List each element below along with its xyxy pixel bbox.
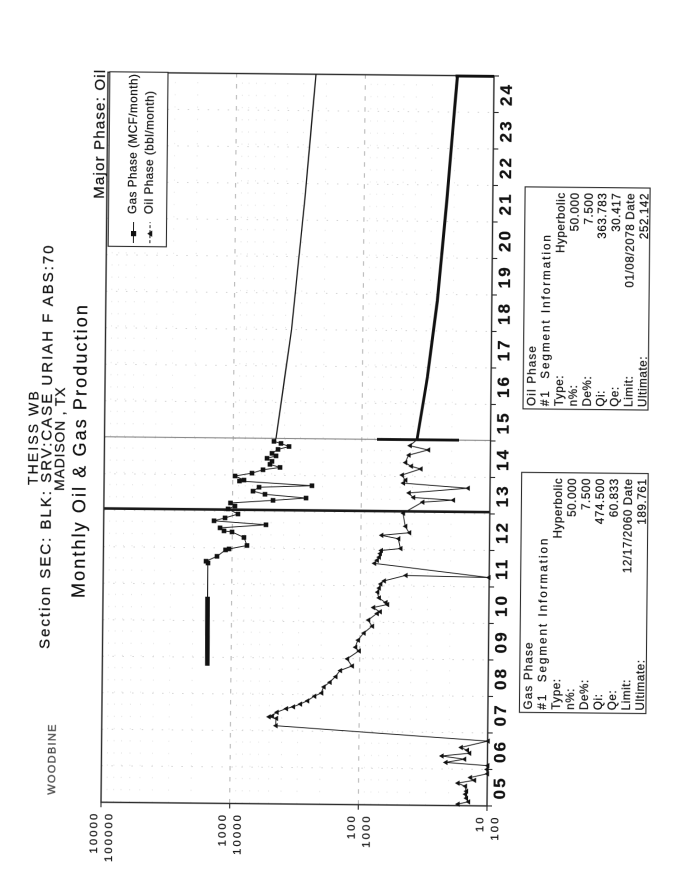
svg-text:12: 12 <box>493 521 512 544</box>
svg-text:Major Phase: Oil: Major Phase: Oil <box>91 69 109 199</box>
svg-text:7.500: 7.500 <box>582 192 595 224</box>
svg-text:11: 11 <box>492 557 511 580</box>
svg-text:474.500: 474.500 <box>594 478 607 524</box>
svg-text:18: 18 <box>495 302 514 325</box>
svg-text:Gas Phase (MCF/month): Gas Phase (MCF/month) <box>126 74 140 215</box>
svg-text:09: 09 <box>491 630 510 653</box>
svg-text:De%:: De%: <box>578 679 591 710</box>
svg-text:WOODBINE: WOODBINE <box>46 723 59 795</box>
svg-text:50.000: 50.000 <box>566 478 579 517</box>
svg-text:17: 17 <box>494 338 513 361</box>
svg-text:100: 100 <box>345 814 357 839</box>
svg-text:22: 22 <box>496 156 515 179</box>
svg-text:06: 06 <box>490 740 509 763</box>
svg-text:13: 13 <box>493 484 512 507</box>
svg-text:363.783: 363.783 <box>596 193 609 239</box>
svg-text:21: 21 <box>496 192 515 215</box>
svg-text:08: 08 <box>491 667 510 690</box>
svg-text:Oil Phase: Oil Phase <box>525 345 539 406</box>
svg-text:01/08/2078 Date: 01/08/2078 Date <box>623 193 637 288</box>
svg-text:Limit:: Limit: <box>622 375 635 406</box>
svg-text:Qe:: Qe: <box>606 690 619 711</box>
svg-text:Hyperbolic: Hyperbolic <box>554 192 568 253</box>
svg-text:07: 07 <box>491 703 510 726</box>
svg-text:1000: 1000 <box>360 814 372 848</box>
svg-text:60.833: 60.833 <box>608 478 621 517</box>
svg-text:10: 10 <box>474 815 486 832</box>
svg-text:#1 Segment Information: #1 Segment Information <box>536 537 551 710</box>
svg-text:10: 10 <box>492 594 511 617</box>
svg-text:De%:: De%: <box>581 376 594 407</box>
svg-text:Ultimate:: Ultimate: <box>636 356 649 407</box>
svg-text:Limit:: Limit: <box>620 679 633 710</box>
svg-text:20: 20 <box>495 229 514 252</box>
svg-text:252.142: 252.142 <box>638 193 651 239</box>
svg-text:23: 23 <box>496 119 515 142</box>
svg-text:Monthly Oil & Gas Production: Monthly Oil & Gas Production <box>68 303 91 598</box>
svg-text:15: 15 <box>494 411 513 434</box>
svg-text:10000: 10000 <box>88 812 100 854</box>
svg-text:Qi:: Qi: <box>592 693 605 710</box>
svg-text:100000: 100000 <box>103 812 115 862</box>
svg-text:189.761: 189.761 <box>636 478 649 524</box>
svg-text:12/17/2060 Date: 12/17/2060 Date <box>621 478 635 573</box>
svg-text:Type:: Type: <box>550 678 563 709</box>
svg-text:1000: 1000 <box>217 813 229 847</box>
svg-text:19: 19 <box>495 265 514 288</box>
svg-text:n%:: n%: <box>567 384 580 406</box>
svg-text:10000: 10000 <box>232 813 244 855</box>
svg-text:30.417: 30.417 <box>610 193 623 232</box>
svg-text:Type:: Type: <box>553 375 566 406</box>
svg-text:7.500: 7.500 <box>580 478 593 510</box>
svg-text:100: 100 <box>489 815 501 840</box>
svg-text:MADISON , TX: MADISON , TX <box>51 387 68 491</box>
svg-text:24: 24 <box>497 83 516 106</box>
svg-text:Qi:: Qi: <box>595 390 608 407</box>
svg-text:50.000: 50.000 <box>569 192 582 231</box>
svg-text:Gas Phase: Gas Phase <box>522 641 536 709</box>
svg-text:Ultimate:: Ultimate: <box>634 659 647 710</box>
svg-text:n%:: n%: <box>564 688 577 710</box>
svg-text:16: 16 <box>494 375 513 398</box>
svg-text:#1 Segment Information: #1 Segment Information <box>539 233 554 406</box>
svg-text:14: 14 <box>493 448 512 471</box>
svg-text:05: 05 <box>490 776 509 799</box>
svg-text:Hyperbolic: Hyperbolic <box>551 478 565 539</box>
svg-text:Oil Phase (bbl/month): Oil Phase (bbl/month) <box>143 90 157 214</box>
svg-text:Qe:: Qe: <box>608 386 621 407</box>
